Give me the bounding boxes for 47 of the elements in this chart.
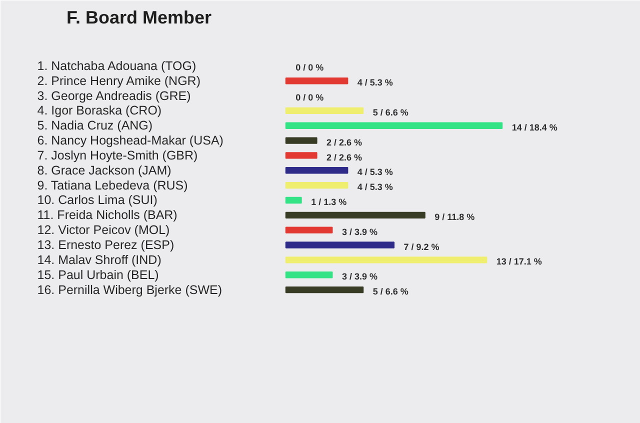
- y-tick-label: 6. Nancy Hogshead-Makar (USA): [37, 134, 224, 148]
- y-tick-label: 5. Nadia Cruz (ANG): [37, 118, 153, 133]
- data-label: 0 / 0 %: [296, 92, 324, 103]
- y-tick-label: 15. Paul Urbain (BEL): [37, 268, 159, 282]
- y-tick-label: 8. Grace Jackson (JAM): [37, 163, 172, 178]
- y-tick-label: 1. Natchaba Adouana (TOG): [37, 58, 196, 73]
- data-label: 14 / 18.4 %: [512, 122, 558, 132]
- bar: [285, 196, 302, 204]
- bar: [285, 286, 364, 294]
- data-label: 4 / 5.3 %: [357, 78, 393, 88]
- data-label: 3 / 3.9 %: [342, 272, 378, 282]
- bar: [285, 212, 426, 218]
- bar: [285, 272, 333, 278]
- y-tick-label: 3. George Andreadis (GRE): [37, 88, 191, 103]
- text: F. Board Member: [66, 8, 212, 28]
- bar: [285, 226, 333, 234]
- data-label: 7 / 9.2 %: [404, 242, 440, 252]
- data-label: 3 / 3.9 %: [342, 226, 378, 237]
- y-tick-label: 4. Igor Boraska (CRO): [37, 104, 162, 118]
- data-label: 4 / 5.3 %: [357, 167, 393, 178]
- bar: [285, 242, 395, 248]
- y-tick-label: 16. Pernilla Wiberg Bjerke (SWE): [37, 282, 222, 297]
- data-label: 1 / 1.3 %: [311, 197, 347, 208]
- data-label: 2 / 2.6 %: [326, 137, 362, 148]
- y-tick-label: 2. Prince Henry Amike (NGR): [37, 74, 200, 88]
- bar: [285, 152, 318, 159]
- y-tick-label: 10. Carlos Lima (SUI): [37, 193, 158, 208]
- bar: [285, 182, 348, 189]
- data-label: 9 / 11.8 %: [434, 212, 475, 222]
- data-label: 5 / 6.6 %: [372, 286, 408, 297]
- bar: [285, 122, 503, 129]
- bar: [285, 167, 348, 174]
- y-tick-label: 11. Freida Nicholls (BAR): [37, 208, 178, 222]
- bar: [285, 107, 364, 114]
- y-tick-label: 14. Malav Shroff (IND): [37, 252, 162, 267]
- data-label: 5 / 6.6 %: [372, 107, 408, 118]
- data-label: 4 / 5.3 %: [357, 182, 393, 192]
- data-label: 13 / 17.1 %: [496, 256, 542, 267]
- bar: [285, 137, 318, 144]
- data-label: 0 / 0 %: [296, 62, 324, 73]
- y-tick-label: 12. Victor Peicov (MOL): [37, 223, 170, 238]
- y-tick-label: 13. Ernesto Perez (ESP): [37, 238, 174, 252]
- bar: [285, 78, 348, 84]
- data-label: 2 / 2.6 %: [326, 152, 362, 162]
- bar: [285, 256, 488, 264]
- y-tick-label: 7. Joslyn Hoyte-Smith (GBR): [37, 148, 198, 162]
- y-tick-label: 9. Tatiana Lebedeva (RUS): [37, 178, 188, 192]
